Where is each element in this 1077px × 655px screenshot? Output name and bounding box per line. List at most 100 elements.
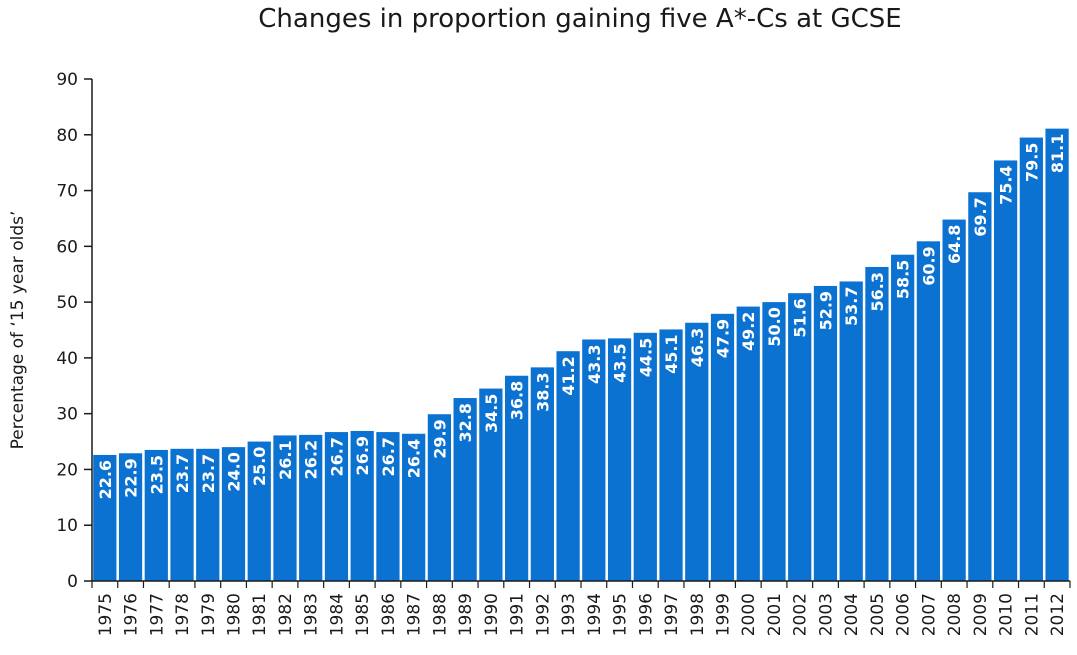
x-tick-label: 1983 [302, 593, 322, 636]
bar [865, 266, 889, 581]
bar-value-label: 26.4 [405, 439, 424, 478]
bar-value-label: 75.4 [997, 165, 1016, 204]
bar [504, 375, 529, 581]
bar [685, 322, 709, 581]
x-tick-label: 1979 [199, 593, 219, 636]
y-tick-label: 80 [56, 126, 78, 146]
y-axis: 0 10 20 30 40 50 60 70 80 90 [56, 70, 93, 592]
bar [427, 414, 452, 581]
x-tick-label: 2011 [1022, 593, 1042, 636]
bar [1045, 128, 1069, 582]
bar-value-label: 51.6 [791, 298, 810, 337]
y-tick-label: 0 [67, 572, 78, 592]
bar-value-label: 53.7 [842, 286, 861, 325]
x-tick-label: 1987 [405, 593, 425, 636]
x-axis: 1975 1976 1977 1978 1979 1980 1981 1982 1983 1984… [91, 580, 1071, 636]
bar-value-label: 23.5 [147, 455, 166, 494]
bar-value-label: 50.0 [765, 307, 784, 346]
x-tick-label: 1991 [508, 593, 528, 636]
x-tick-label: 1988 [430, 593, 450, 636]
x-tick-label: 2001 [765, 593, 785, 636]
x-tick-label: 2009 [971, 593, 991, 636]
bar-value-label: 47.9 [714, 319, 733, 358]
bar [479, 388, 503, 581]
x-tick-label: 2005 [868, 593, 888, 636]
bar-value-label: 36.8 [508, 381, 527, 420]
bar-value-label: 34.5 [482, 394, 501, 433]
x-tick-label: 2010 [997, 593, 1017, 636]
y-tick-label: 40 [56, 349, 78, 369]
bar [402, 433, 426, 581]
bar [762, 302, 786, 581]
x-tick-label: 1998 [688, 593, 708, 636]
bar-value-label: 64.8 [945, 225, 964, 264]
bar-value-label: 22.6 [96, 460, 115, 499]
bar [376, 432, 400, 581]
y-tick-label: 50 [56, 293, 78, 313]
x-tick-label: 2000 [739, 593, 759, 636]
bar [221, 447, 246, 581]
bar [993, 160, 1018, 582]
x-tick-label: 1992 [533, 593, 553, 636]
bar [247, 441, 271, 581]
x-tick-label: 1999 [714, 593, 734, 636]
x-tick-label: 1989 [456, 593, 476, 636]
bar [144, 449, 168, 581]
bar-value-label: 24.0 [225, 452, 244, 491]
x-tick-label: 2006 [894, 593, 914, 636]
bar [839, 281, 863, 581]
x-tick-label: 1982 [276, 593, 296, 636]
bar-value-label: 26.1 [276, 440, 295, 479]
x-tick-label: 1976 [122, 593, 142, 636]
bar [170, 448, 194, 581]
bar-value-label: 26.7 [327, 437, 346, 476]
bar [582, 339, 606, 581]
bar-value-label: 60.9 [919, 246, 938, 285]
x-tick-label: 1995 [611, 593, 631, 636]
bar [813, 285, 838, 581]
bar-value-label: 45.1 [662, 334, 681, 373]
bar [324, 432, 349, 581]
bar [93, 454, 117, 581]
x-tick-label: 1990 [482, 593, 502, 636]
bar-value-label: 49.2 [739, 312, 758, 351]
bar [530, 367, 554, 581]
x-tick-label: 2004 [842, 593, 862, 636]
bar [710, 313, 735, 581]
x-tick-label: 1977 [147, 593, 167, 636]
x-tick-label: 1984 [327, 593, 347, 636]
bars-group: 22.6 22.9 23.5 23.7 23.7 24.0 25.0 26.1 26.2 26.7… [93, 128, 1069, 582]
x-tick-label: 1994 [585, 593, 605, 636]
x-tick-label: 1997 [662, 593, 682, 636]
bar [891, 254, 915, 581]
x-tick-label: 2002 [791, 593, 811, 636]
bar-value-label: 23.7 [173, 454, 192, 493]
bar [968, 192, 992, 581]
bar-value-label: 26.2 [302, 440, 321, 479]
x-tick-label: 1978 [173, 593, 193, 636]
y-tick-label: 10 [56, 516, 78, 536]
x-tick-label: 1993 [559, 593, 579, 636]
bar [299, 434, 323, 581]
bar [607, 338, 632, 581]
x-tick-label: 1980 [225, 593, 245, 636]
bar-value-label: 29.9 [430, 419, 449, 458]
y-tick-label: 20 [56, 460, 78, 480]
bar [916, 241, 941, 581]
y-tick-label: 70 [56, 182, 78, 202]
bar-value-label: 46.3 [688, 328, 707, 367]
bar [453, 398, 477, 581]
bar-value-label: 41.2 [559, 356, 578, 395]
bar [659, 329, 683, 581]
bar-value-label: 22.9 [122, 458, 141, 497]
x-tick-label: 2007 [919, 593, 939, 636]
bar-value-label: 23.7 [199, 454, 218, 493]
bar-value-label: 25.0 [250, 447, 269, 486]
bar [350, 430, 374, 581]
bar-value-label: 43.5 [611, 343, 630, 382]
bar [1019, 137, 1043, 582]
bar [736, 306, 760, 581]
bar [196, 448, 220, 581]
bar-value-label: 44.5 [636, 338, 655, 377]
bar-value-label: 38.3 [533, 372, 552, 411]
